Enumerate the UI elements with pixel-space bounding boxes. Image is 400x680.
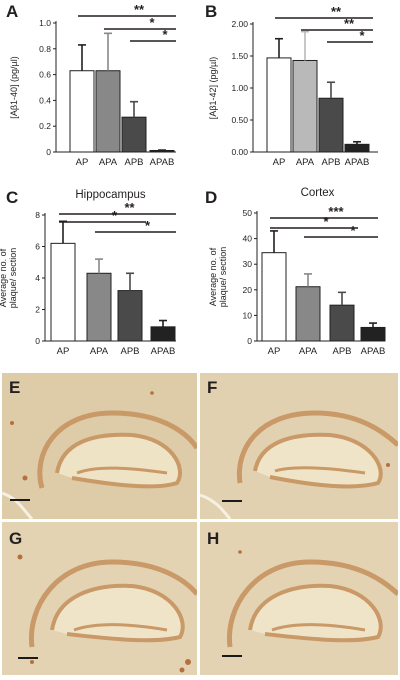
- bar-c-apb: [117, 290, 143, 342]
- y-tick-label-c: 0: [35, 336, 40, 346]
- bar-b-apa: [292, 59, 318, 153]
- category-label-d: APB: [332, 346, 351, 357]
- scale-bar: [18, 657, 38, 659]
- y-axis-label-b: [Aβ1-42] (pg/µl): [208, 57, 218, 119]
- significance-label-a: *: [149, 15, 155, 30]
- significance-label-b: **: [344, 16, 355, 31]
- category-label-d: AP: [268, 346, 281, 357]
- micrograph-g: G: [2, 522, 199, 675]
- category-label-b: APB: [321, 157, 340, 168]
- significance-label-c: *: [112, 208, 118, 223]
- y-axis-label-a: [Aβ1-40] (pg/µl): [9, 56, 19, 118]
- category-label-c: APA: [90, 346, 109, 357]
- panel-letter-g: G: [9, 529, 23, 548]
- y-tick-label-a: 0.2: [39, 121, 51, 131]
- panel-letter-d: D: [205, 188, 217, 207]
- chart-title-d: Cortex: [301, 187, 335, 199]
- micrograph-h: H: [200, 522, 400, 675]
- significance-label-b: *: [359, 28, 365, 43]
- panel-letter-h: H: [207, 529, 220, 548]
- significance-label-a: **: [134, 2, 145, 17]
- category-label-a: APB: [124, 157, 143, 168]
- hippocampus-section-image: [199, 373, 400, 520]
- scale-bar: [222, 655, 242, 657]
- y-tick-label-c: 2: [35, 305, 40, 315]
- bar-a-apa: [95, 70, 121, 153]
- category-label-d: APAB: [361, 346, 386, 357]
- y-tick-label-b: 1.50: [231, 51, 248, 61]
- bar-b-apab: [344, 143, 370, 153]
- panel-letter-f: F: [207, 378, 218, 397]
- y-tick-label-c: 8: [35, 210, 40, 220]
- y-tick-label-c: 4: [35, 273, 40, 283]
- bar-c-ap: [50, 242, 76, 342]
- significance-label-a: *: [162, 27, 168, 42]
- category-label-a: AP: [76, 157, 89, 168]
- hippocampus-section-image: [200, 522, 400, 675]
- bar-a-apb: [121, 116, 147, 153]
- bar-d-ap: [261, 252, 287, 342]
- y-tick-label-b: 0.00: [231, 147, 248, 157]
- category-label-c: APB: [120, 346, 139, 357]
- bar-d-apab: [360, 326, 386, 342]
- y-tick-label-d: 50: [243, 208, 253, 218]
- y-axis-label-c: Average no. ofplaque/ section: [0, 248, 18, 309]
- y-tick-label-d: 30: [243, 259, 253, 269]
- y-tick-label-d: 0: [247, 336, 252, 346]
- category-label-d: APA: [299, 346, 318, 357]
- y-tick-label-a: 0: [46, 147, 51, 157]
- category-label-b: APA: [296, 157, 315, 168]
- significance-label-d: *: [350, 223, 356, 238]
- y-tick-label-d: 20: [243, 285, 253, 295]
- significance-label-b: **: [331, 4, 342, 19]
- bar-b-apb: [318, 97, 344, 153]
- category-label-b: AP: [273, 157, 286, 168]
- y-tick-label-a: 0.4: [39, 95, 51, 105]
- micrograph-e: E: [1, 373, 200, 521]
- y-axis-label-d: Average no. ofplaque/ section: [208, 247, 228, 308]
- significance-label-d: *: [323, 214, 329, 229]
- hippocampus-section-image: [2, 522, 199, 675]
- category-label-c: AP: [57, 346, 70, 357]
- category-label-c: APAB: [151, 346, 176, 357]
- bar-d-apa: [295, 286, 321, 342]
- category-label-b: APAB: [345, 157, 370, 168]
- chart-title-c: Hippocampus: [75, 189, 146, 201]
- hippocampus-section-image: [1, 373, 200, 521]
- y-tick-label-b: 1.00: [231, 83, 248, 93]
- scale-bar: [222, 500, 242, 502]
- panel-letter-c: C: [6, 188, 18, 207]
- y-tick-label-a: 0.8: [39, 44, 51, 54]
- significance-label-d: ***: [328, 204, 344, 219]
- bar-charts: A 0 0.2 0.4 0.6 0.8 1.0 [Aβ1-40] (pg/µl) AP APA AP…: [0, 2, 386, 357]
- bar-c-apa: [86, 272, 112, 342]
- y-tick-label-d: 10: [243, 310, 253, 320]
- significance-label-c: *: [145, 218, 151, 233]
- category-label-a: APAB: [150, 157, 175, 168]
- y-tick-label-a: 1.0: [39, 18, 51, 28]
- significance-label-c: **: [124, 200, 135, 215]
- panel-letter-e: E: [9, 378, 21, 397]
- bar-a-ap: [69, 70, 95, 153]
- category-label-a: APA: [99, 157, 118, 168]
- bar-b-ap: [266, 57, 292, 153]
- y-tick-label-c: 6: [35, 242, 40, 252]
- bar-c-apab: [150, 326, 176, 342]
- y-tick-label-a: 0.6: [39, 70, 51, 80]
- y-tick-label-b: 0.50: [231, 115, 248, 125]
- panel-letter-b: B: [205, 2, 217, 21]
- panel-letter-a: A: [6, 2, 18, 21]
- y-tick-label-d: 40: [243, 234, 253, 244]
- bar-d-apb: [329, 304, 355, 342]
- micrograph-f: F: [199, 373, 400, 520]
- y-tick-label-b: 2.00: [231, 19, 248, 29]
- scale-bar: [10, 499, 30, 501]
